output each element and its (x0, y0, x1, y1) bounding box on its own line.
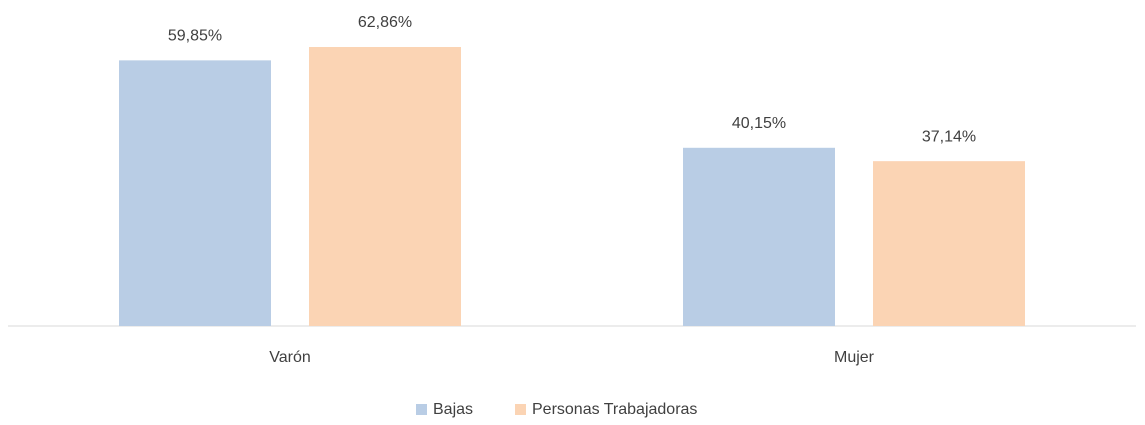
bar (683, 147, 835, 326)
data-label: 37,14% (922, 128, 976, 145)
data-label: 40,15% (732, 115, 786, 132)
legend-label: Bajas (433, 401, 473, 418)
bar (119, 60, 271, 327)
data-label: 59,85% (168, 28, 222, 45)
x-tick-label: Mujer (834, 349, 875, 366)
x-tick-label: Varón (269, 349, 311, 366)
bar (873, 161, 1025, 326)
bar (309, 47, 461, 326)
data-label: 62,86% (358, 14, 412, 31)
legend-swatch (515, 404, 526, 415)
legend-swatch (416, 404, 427, 415)
legend-label: Personas Trabajadoras (532, 401, 697, 418)
